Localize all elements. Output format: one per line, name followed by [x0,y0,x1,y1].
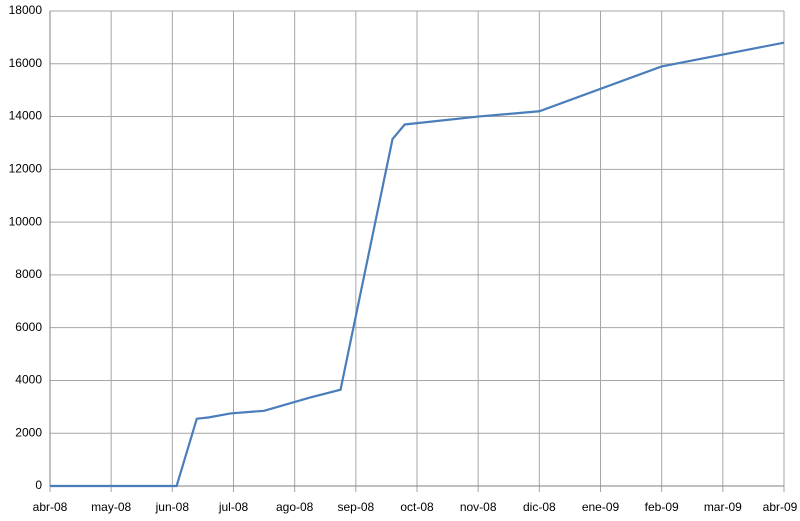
x-tick-label: oct-08 [400,500,434,514]
x-tick-label: ene-09 [582,500,620,514]
x-tick-label: jul-08 [218,500,249,514]
data-line [50,41,785,488]
x-tick-label: may-08 [91,500,131,514]
y-tick-label: 2000 [15,425,42,439]
y-tick-label: 8000 [15,267,42,281]
x-tick-label: mar-09 [704,500,742,514]
x-tick-label: nov-08 [460,500,497,514]
y-tick-label: 4000 [15,373,42,387]
x-tick-label: abr-08 [33,500,68,514]
y-tick-label: 10000 [9,214,43,228]
x-tick-label: abr-09 [763,500,798,514]
x-tick-label: ago-08 [276,500,314,514]
y-tick-label: 16000 [9,56,43,70]
x-tick-label: feb-09 [645,500,679,514]
y-tick-label: 0 [35,478,42,492]
y-tick-label: 14000 [9,109,43,123]
y-tick-label: 6000 [15,320,42,334]
x-tick-label: sep-08 [337,500,374,514]
x-tick-label: dic-08 [523,500,556,514]
y-tick-label: 12000 [9,162,43,176]
y-tick-label: 18000 [9,3,43,17]
x-tick-label: jun-08 [155,500,190,514]
